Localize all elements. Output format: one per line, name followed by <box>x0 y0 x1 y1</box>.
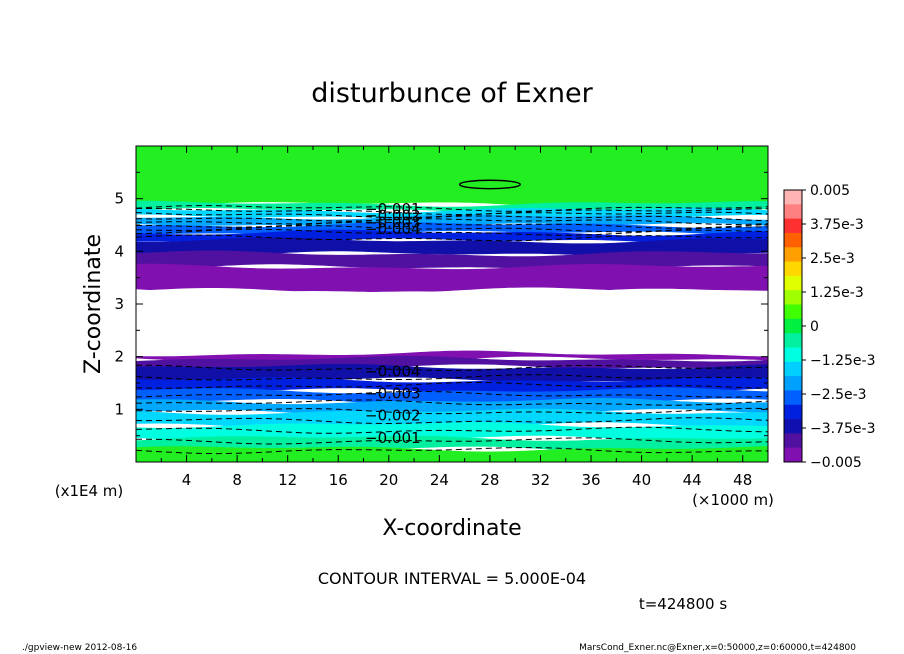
contour-band <box>136 200 768 214</box>
contour-band <box>136 263 768 294</box>
colorbar-swatch <box>784 290 802 305</box>
colorbar-swatch <box>784 232 802 248</box>
x-tick-label: 24 <box>430 471 449 489</box>
contour-line <box>136 221 768 229</box>
contour-band <box>136 287 768 357</box>
contour-line <box>136 234 768 242</box>
contour-line <box>136 390 768 398</box>
colorbar-label: 0.005 <box>810 183 850 199</box>
contour-labels: −0.001−0.002−0.003−0.004−0.004−0.003−0.0… <box>365 200 421 447</box>
x-tick-label: 20 <box>379 471 398 489</box>
contour-label: −0.004 <box>365 362 421 380</box>
colorbar-label: 0 <box>810 319 819 335</box>
contour-lines <box>136 179 768 455</box>
contour-band <box>136 445 768 462</box>
contour-line <box>136 447 768 455</box>
contour-fill <box>136 146 768 462</box>
y-tick-label: 1 <box>114 400 124 418</box>
colorbar-swatch <box>784 318 802 334</box>
contour-line <box>136 228 768 236</box>
colorbar-swatch <box>784 275 802 291</box>
x-tick-label: 4 <box>182 471 192 489</box>
x-tick-label: 48 <box>733 471 752 489</box>
colorbar-swatch <box>784 433 802 449</box>
footer-right: MarsCond_Exner.nc@Exner,x=0:50000,z=0:60… <box>579 643 856 653</box>
contour-line <box>136 417 768 424</box>
contour-line <box>136 364 768 372</box>
contour-band <box>136 146 768 208</box>
colorbar-swatch <box>784 204 802 220</box>
colorbar-label: 3.75e-3 <box>810 217 864 233</box>
colorbar-label: −0.005 <box>810 455 862 471</box>
x-tick-label: 8 <box>232 471 242 489</box>
contour-line <box>136 215 768 222</box>
contour-line <box>136 205 768 212</box>
x-axis-unit: (×1000 m) <box>692 491 774 509</box>
y-axis-ticks: 1 2 3 4 5 <box>114 145 768 463</box>
y-tick-label: 2 <box>114 348 124 366</box>
colorbar-swatch <box>784 376 802 391</box>
x-tick-label: 12 <box>278 471 297 489</box>
colorbar-swatch <box>784 390 802 406</box>
colorbar-label: −2.5e-3 <box>810 387 867 403</box>
contour-band <box>136 237 768 258</box>
x-tick-label: 28 <box>480 471 499 489</box>
contour-interval: CONTOUR INTERVAL = 5.000E-04 <box>318 569 586 588</box>
colorbar-label: −3.75e-3 <box>810 421 875 437</box>
contour-label: −0.002 <box>365 407 421 425</box>
x-axis-label: X-coordinate <box>382 516 521 541</box>
y-tick-label: 4 <box>114 242 124 260</box>
contour-line <box>136 211 768 218</box>
y-axis-unit: (x1E4 m) <box>55 482 124 500</box>
colorbar-label: 1.25e-3 <box>810 285 864 301</box>
x-tick-label: 44 <box>683 471 702 489</box>
positive-contour <box>458 179 521 190</box>
contour-label: −0.001 <box>365 429 421 447</box>
chart-title: disturbunce of Exner <box>311 78 593 109</box>
contour-line <box>136 399 768 406</box>
contour-label: −0.003 <box>365 385 421 403</box>
x-tick-label: 16 <box>329 471 348 489</box>
x-tick-label: 36 <box>581 471 600 489</box>
contour-band <box>136 207 768 221</box>
contour-label: −0.003 <box>365 213 421 231</box>
colorbar-label: −1.25e-3 <box>810 353 875 369</box>
colorbar-swatch <box>784 261 802 277</box>
contour-band <box>136 377 768 394</box>
contour-line <box>136 437 768 445</box>
colorbar: 0.005 3.75e-3 2.5e-3 1.25e-3 0 −1.25e-3 −2.5e-… <box>783 183 875 471</box>
footer-left: ./gpview-new 2012-08-16 <box>22 643 137 653</box>
colorbar-swatch <box>784 304 802 320</box>
x-axis-ticks: 4 8 12 16 20 24 28 32 36 40 44 48 <box>135 146 769 489</box>
colorbar-swatch <box>784 247 802 262</box>
x-tick-label: 40 <box>632 471 651 489</box>
colorbar-swatch <box>784 404 802 420</box>
contour-line <box>136 208 768 216</box>
contour-label: −0.002 <box>365 207 421 225</box>
contour-line <box>136 218 768 226</box>
colorbar-swatch <box>784 218 802 234</box>
contour-line <box>136 225 768 233</box>
colorbar-swatch <box>784 347 802 363</box>
y-axis-label: Z-coordinate <box>81 234 106 374</box>
colorbar-swatch <box>784 447 802 463</box>
y-tick-label: 3 <box>114 295 124 313</box>
contour-label: −0.004 <box>365 220 421 238</box>
x-tick-label: 32 <box>531 471 550 489</box>
colorbar-label: 2.5e-3 <box>810 251 855 267</box>
time-label: t=424800 s <box>639 595 727 613</box>
contour-line <box>136 382 768 389</box>
colorbar-swatch <box>784 361 802 377</box>
y-tick-label: 5 <box>114 190 124 208</box>
colorbar-swatch <box>784 190 802 205</box>
contour-line <box>136 426 768 434</box>
colorbar-swatch <box>784 333 802 348</box>
contour-label: −0.001 <box>365 200 421 218</box>
contour-line <box>136 374 768 381</box>
colorbar-swatch <box>784 419 802 434</box>
contour-line <box>136 407 768 415</box>
